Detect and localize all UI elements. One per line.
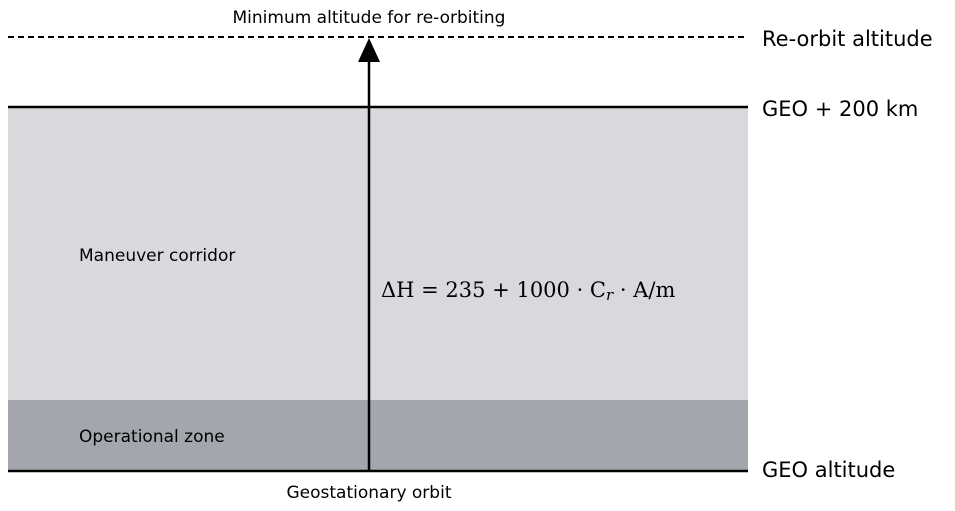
level-label: Re-orbit altitude xyxy=(762,27,933,51)
maneuver-corridor-zone xyxy=(8,108,748,400)
formula-main: ΔH = 235 + 1000 · C xyxy=(381,278,606,302)
level-label: GEO + 200 km xyxy=(762,97,918,121)
bottom-label: Geostationary orbit xyxy=(287,483,452,503)
zone-label: Maneuver corridor xyxy=(79,246,235,266)
top-label: Minimum altitude for re-orbiting xyxy=(233,8,506,28)
formula: ΔH = 235 + 1000 · Cr · A/m xyxy=(381,278,675,305)
level-label: GEO altitude xyxy=(762,458,895,482)
formula-rest: · A/m xyxy=(613,278,675,302)
zone-label: Operational zone xyxy=(79,427,225,447)
operational-zone xyxy=(8,400,748,470)
formula-subscript: r xyxy=(606,286,614,304)
arrow-head xyxy=(358,38,380,62)
